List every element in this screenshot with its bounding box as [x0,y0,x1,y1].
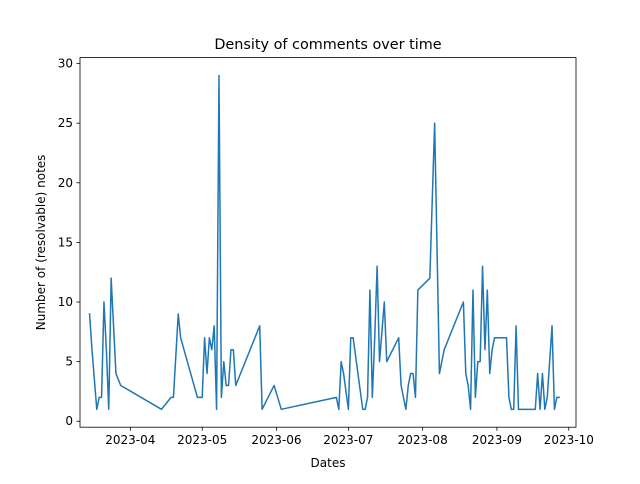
x-tick-label: 2023-04 [105,433,155,447]
y-tick-label: 30 [58,57,73,71]
x-axis-ticks: 2023-04 2023-05 2023-06 2023-07 2023-08 2023-… [105,427,594,447]
y-tick-label: 15 [58,235,73,249]
x-tick-label: 2023-09 [472,433,522,447]
y-tick-label: 5 [65,355,73,369]
y-tick-label: 10 [58,295,73,309]
x-axis-label: Dates [311,456,346,470]
y-tick-label: 0 [65,414,73,428]
x-tick-label: 2023-08 [398,433,448,447]
x-tick-label: 2023-06 [251,433,301,447]
y-tick-label: 25 [58,116,73,130]
series-line [88,74,560,411]
x-tick-label: 2023-05 [177,433,227,447]
plot-area-frame [79,57,577,428]
chart-title: Density of comments over time [214,37,441,53]
y-axis-label: Number of (resolvable) notes [34,155,48,331]
x-tick-label: 2023-10 [544,433,594,447]
y-tick-label: 20 [58,176,73,190]
y-axis-ticks: 0 5 10 15 20 25 30 [58,57,80,428]
x-tick-label: 2023-07 [323,433,373,447]
